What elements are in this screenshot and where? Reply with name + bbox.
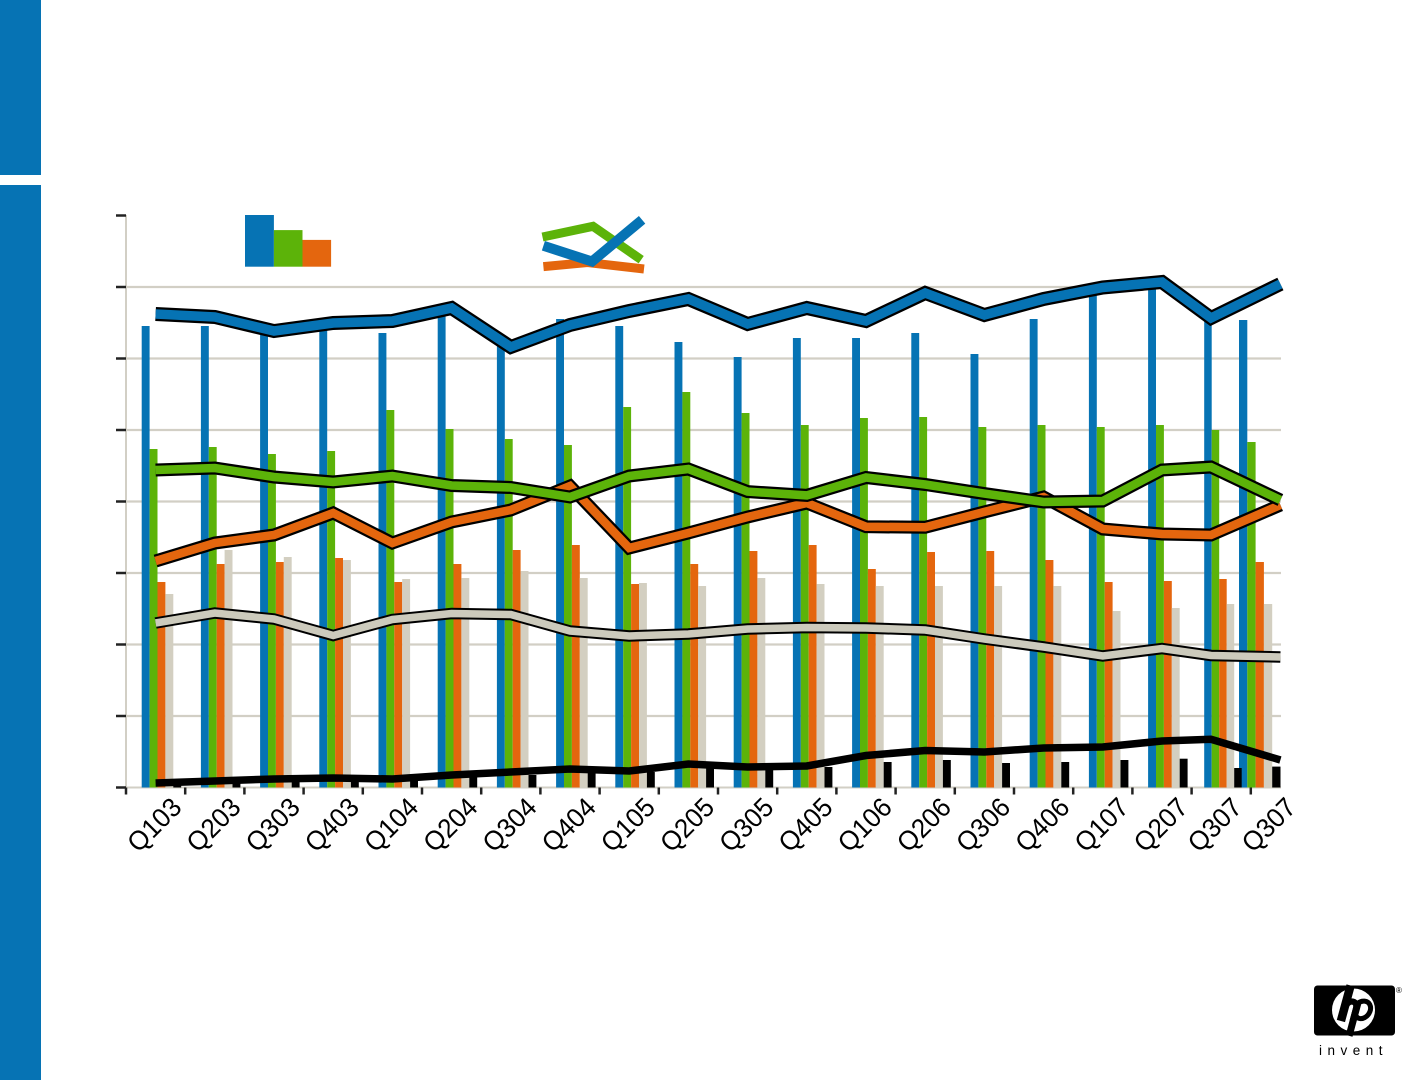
svg-text:®: ® [1396,986,1402,995]
svg-text:invent: invent [1319,1043,1388,1058]
